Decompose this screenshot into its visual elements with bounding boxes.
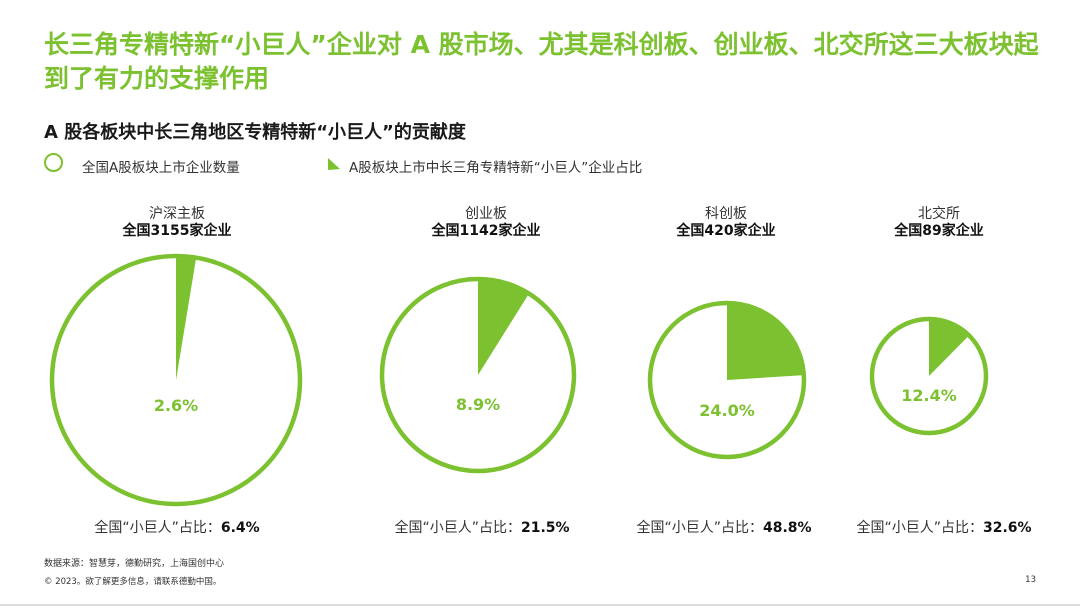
page-number: 13 — [1025, 575, 1036, 585]
national-share-main: 全国“小巨人”占比：6.4% — [57, 517, 297, 537]
page-title: 长三角专精特新“小巨人”企业对 A 股市场、尤其是科创板、创业板、北交所这三大板… — [44, 30, 1039, 93]
pie-main: 2.6% — [49, 253, 303, 507]
copyright: © 2023。欲了解更多信息，请联系德勤中国。 — [44, 577, 222, 587]
legend-wedge-icon — [328, 158, 340, 170]
pie-slice-chinext — [478, 281, 528, 375]
national-share-value: 32.6% — [982, 520, 1032, 536]
board-name-star: 科创板 — [705, 206, 747, 222]
national-share-prefix: 全国“小巨人”占比： — [394, 520, 521, 536]
pie-label-chinext: 8.9% — [456, 395, 500, 414]
pie-chinext: 8.9% — [379, 276, 577, 474]
board-name-main: 沪深主板 — [149, 206, 205, 222]
board-total-chinext: 全国1142家企业 — [431, 223, 541, 239]
national-share-value: 48.8% — [762, 520, 812, 536]
national-share-chinext: 全国“小巨人”占比：21.5% — [362, 517, 602, 537]
data-source: 数据来源：智慧芽，德勤研究，上海国创中心 — [44, 559, 225, 569]
chart-subtitle: A 股各板块中长三角地区专精特新“小巨人”的贡献度 — [44, 122, 466, 143]
pie-label-main: 2.6% — [154, 396, 198, 415]
pie-slice-star — [727, 305, 802, 380]
pie-bse: 12.4% — [869, 316, 989, 436]
national-share-prefix: 全国“小巨人”占比： — [636, 520, 763, 536]
pie-star: 24.0% — [647, 300, 807, 460]
pie-slice-main — [176, 258, 196, 380]
national-share-value: 6.4% — [220, 520, 260, 536]
national-share-value: 21.5% — [520, 520, 570, 536]
board-name-bse: 北交所 — [918, 206, 960, 222]
national-share-prefix: 全国“小巨人”占比： — [94, 520, 221, 536]
legend-share-label: A股板块上市中长三角专精特新“小巨人”企业占比 — [349, 160, 643, 176]
board-total-bse: 全国89家企业 — [894, 223, 984, 239]
legend-total-label: 全国A股板块上市企业数量 — [82, 160, 240, 176]
board-total-main: 全国3155家企业 — [122, 223, 232, 239]
board-name-chinext: 创业板 — [465, 206, 507, 222]
pie-label-star: 24.0% — [699, 401, 755, 420]
pie-slice-bse — [929, 321, 968, 376]
national-share-bse: 全国“小巨人”占比：32.6% — [824, 517, 1064, 537]
board-total-star: 全国420家企业 — [676, 223, 776, 239]
bottom-divider — [0, 604, 1080, 606]
legend-circle-icon — [44, 153, 63, 172]
legend: 全国A股板块上市企业数量 A股板块上市中长三角专精特新“小巨人”企业占比 — [44, 152, 744, 178]
national-share-star: 全国“小巨人”占比：48.8% — [604, 517, 844, 537]
national-share-prefix: 全国“小巨人”占比： — [856, 520, 983, 536]
pie-label-bse: 12.4% — [901, 386, 957, 405]
